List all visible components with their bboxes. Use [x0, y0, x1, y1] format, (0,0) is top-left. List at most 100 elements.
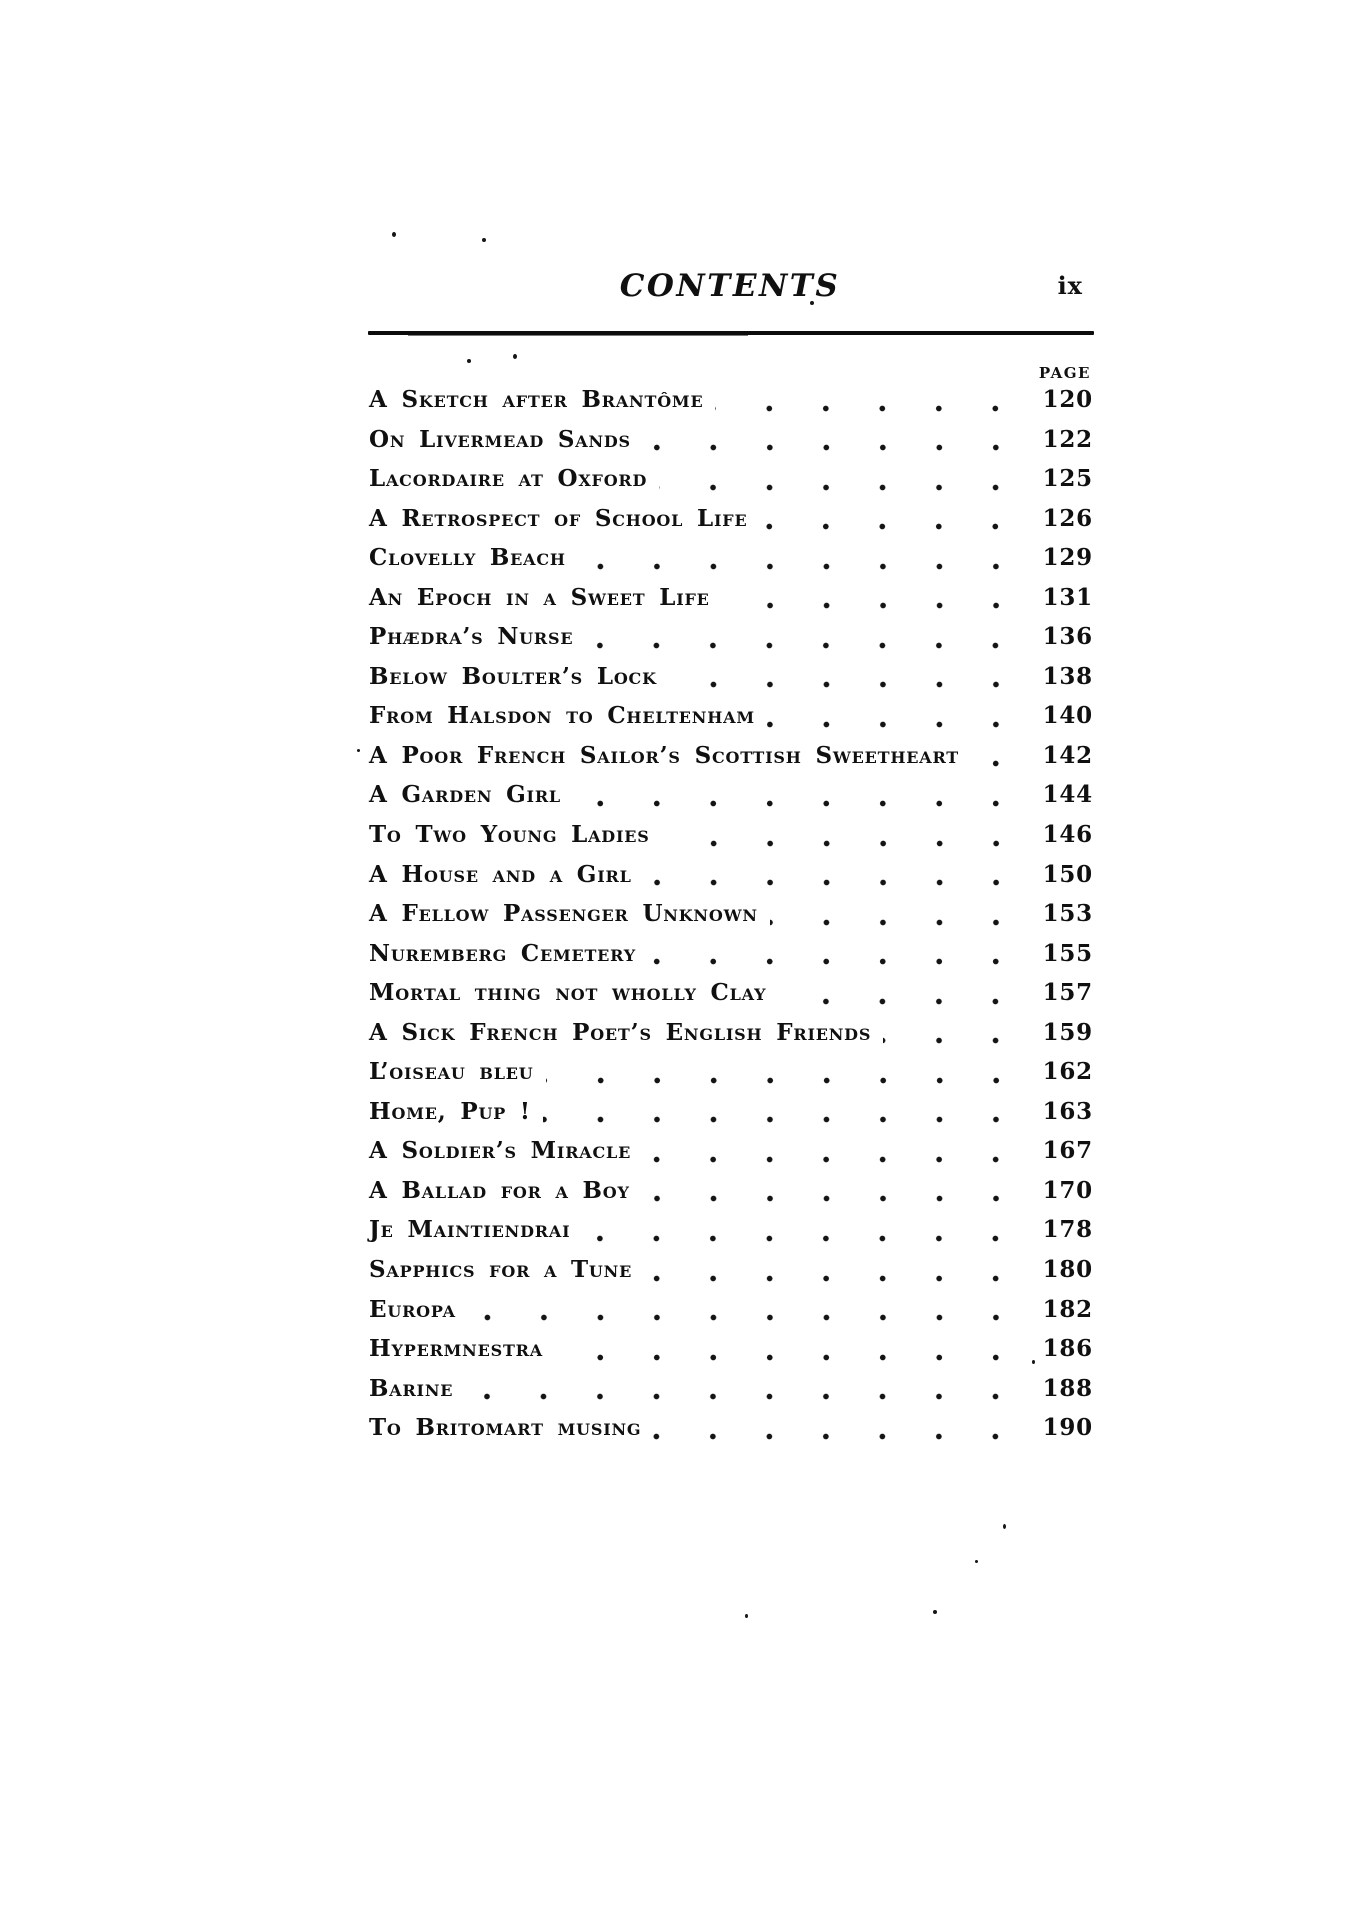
toc-entry-title: An Epoch in a Sweet Life [369, 583, 710, 611]
scan-speck [745, 1614, 748, 1618]
toc-entry: Mortal thing not wholly Clay 157 [369, 973, 1093, 1013]
toc-entry-title: Home, Pup ! [369, 1097, 531, 1125]
toc-entry: A Retrospect of School Life 126 [369, 498, 1093, 539]
toc-entry-title: A Garden Girl [369, 781, 561, 809]
toc-entry-page: 120 [1042, 386, 1093, 413]
dot-leader [554, 1329, 1029, 1369]
toc-entry-title: From Halsdon to Cheltenham [369, 702, 755, 730]
dot-leader [465, 1368, 1029, 1409]
toc-entry-page: 153 [1042, 900, 1093, 928]
dot-leader [542, 1091, 1029, 1132]
toc-entry: Sapphics for a Tune 180 [369, 1250, 1093, 1290]
toc-entry-title: Lacordaire at Oxford [369, 465, 648, 493]
toc-entry-title: Clovelly Beach [369, 544, 566, 572]
toc-entry-page: 167 [1042, 1137, 1093, 1165]
dot-leader [585, 617, 1029, 657]
scan-speck [392, 232, 396, 237]
toc-entry-title: A Sick French Poet’s English Friends [369, 1018, 872, 1046]
toc-entry: Je Maintiendrai 178 [369, 1210, 1093, 1251]
dot-leader [653, 1408, 1029, 1448]
toc-list: A Sketch after Brantôme 120 On Livermead… [369, 380, 1093, 1448]
toc-entry-page: 157 [1042, 979, 1093, 1007]
toc-entry: A House and a Girl 150 [369, 854, 1093, 895]
toc-entry-title: Sapphics for a Tune [369, 1256, 633, 1284]
toc-entry: Lacordaire at Oxford 125 [369, 459, 1093, 499]
toc-entry: A Garden Girl 144 [369, 775, 1093, 816]
toc-entry: To Two Young Ladies 146 [369, 815, 1093, 855]
toc-entry-title: Hypermnestra [369, 1335, 543, 1363]
toc-entry-page: 125 [1042, 465, 1093, 493]
toc-entry: Below Boulter’s Lock 138 [369, 656, 1093, 697]
toc-entry-title: Barine [369, 1374, 454, 1402]
toc-entry: From Halsdon to Cheltenham 140 [369, 696, 1093, 736]
scan-speck [482, 238, 486, 242]
scan-speck [1003, 1524, 1006, 1529]
toc-entry: On Livermead Sands 122 [369, 419, 1093, 460]
dot-leader [467, 1289, 1029, 1330]
toc-entry-title: To Britomart musing [369, 1414, 642, 1442]
toc-entry-title: A Sketch after Brantôme [369, 386, 704, 413]
toc-entry-page: 138 [1042, 662, 1093, 690]
toc-entry: An Epoch in a Sweet Life 131 [369, 577, 1093, 618]
scan-speck [357, 749, 360, 752]
toc-entry-title: A Fellow Passenger Unknown [369, 900, 758, 928]
toc-entry-title: A Soldier’s Miracle [369, 1137, 632, 1165]
toc-entry: A Sketch after Brantôme 120 [369, 380, 1093, 420]
toc-entry-page: 150 [1042, 860, 1093, 888]
dot-leader [759, 498, 1029, 539]
toc-entry-page: 146 [1042, 821, 1093, 849]
toc-entry: Clovelly Beach 129 [369, 538, 1093, 578]
toc-entry-page: 131 [1042, 583, 1093, 611]
dot-leader [644, 1250, 1029, 1290]
dot-leader [715, 380, 1029, 420]
toc-entry-page: 163 [1042, 1097, 1093, 1125]
toc-entry: A Sick French Poet’s English Friends 159 [369, 1012, 1093, 1053]
toc-entry: To Britomart musing 190 [369, 1408, 1093, 1448]
toc-entry-page: 188 [1042, 1374, 1093, 1402]
toc-entry: Europa 182 [369, 1289, 1093, 1330]
dot-leader [642, 419, 1029, 460]
toc-entry-title: To Two Young Ladies [369, 821, 650, 849]
toc-entry-title: A Ballad for a Boy [369, 1176, 630, 1204]
page-title: CONTENTS [619, 268, 841, 304]
dot-leader [572, 775, 1029, 816]
toc-entry: Barine 188 [369, 1368, 1093, 1409]
toc-entry-title: Mortal thing not wholly Clay [369, 979, 767, 1007]
toc-entry-page: 159 [1042, 1018, 1093, 1046]
scan-speck [513, 354, 517, 359]
dot-leader [661, 815, 1029, 855]
toc-entry-page: 155 [1042, 939, 1093, 967]
toc-entry-title: Nuremberg Cemetery [369, 939, 637, 967]
toc-entry: Home, Pup ! 163 [369, 1091, 1093, 1132]
toc-entry: L’oiseau bleu 162 [369, 1052, 1093, 1092]
toc-entry: A Fellow Passenger Unknown 153 [369, 894, 1093, 934]
toc-entry-page: 122 [1042, 425, 1093, 453]
toc-entry-page: 129 [1042, 544, 1093, 572]
dot-leader [721, 577, 1029, 618]
dot-leader [659, 459, 1029, 499]
dot-leader [971, 735, 1029, 776]
toc-entry: Phædra’s Nurse 136 [369, 617, 1093, 657]
toc-entry-title: L’oiseau bleu [369, 1058, 534, 1086]
toc-entry: Hypermnestra 186 [369, 1329, 1093, 1369]
scan-speck [933, 1610, 937, 1614]
toc-entry: A Ballad for a Boy 170 [369, 1170, 1093, 1211]
dot-leader [545, 1052, 1029, 1092]
toc-entry-page: 186 [1042, 1335, 1093, 1363]
page-column-label: PAGE [1038, 364, 1091, 382]
toc-entry-page: 182 [1042, 1295, 1093, 1323]
scan-speck [810, 301, 814, 305]
scan-speck [467, 359, 471, 363]
toc-entry-title: Je Maintiendrai [369, 1216, 571, 1244]
toc-entry-title: Below Boulter’s Lock [369, 662, 657, 690]
dot-leader [668, 656, 1029, 697]
toc-entry-title: On Livermead Sands [369, 425, 631, 453]
toc-entry-title: Phædra’s Nurse [369, 623, 574, 651]
scan-speck [975, 1560, 978, 1563]
toc-entry-page: 140 [1042, 702, 1093, 730]
dot-leader [769, 894, 1029, 934]
dot-leader [643, 854, 1029, 895]
dot-leader [643, 1131, 1029, 1171]
scan-speck [1032, 1360, 1035, 1364]
